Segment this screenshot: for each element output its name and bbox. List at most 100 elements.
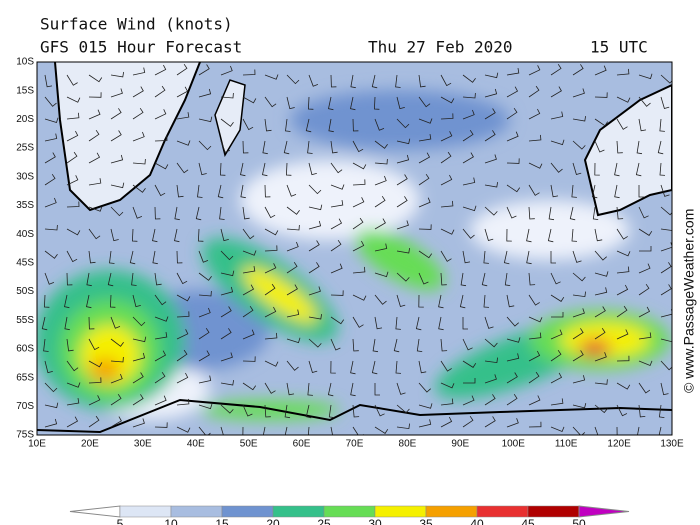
wind-barb	[462, 177, 476, 186]
wind-barb	[220, 250, 234, 261]
wind-barb	[571, 184, 577, 198]
lon-label: 110E	[555, 439, 578, 450]
wind-barb	[374, 316, 383, 330]
wind-barb	[638, 263, 651, 274]
wind-barb	[418, 382, 431, 393]
wind-barb	[484, 338, 498, 348]
wind-barb	[308, 360, 318, 373]
wind-barb	[264, 360, 279, 367]
wind-barb	[396, 404, 410, 414]
wind-barb	[176, 63, 188, 76]
wind-barb	[44, 133, 58, 142]
wind-barb	[152, 228, 158, 243]
wind-barb	[132, 316, 146, 327]
wind-barb	[132, 352, 146, 362]
wind-barb	[352, 118, 359, 132]
wind-barb	[262, 140, 268, 155]
wind-barb	[440, 272, 447, 286]
wind-barb	[462, 415, 474, 428]
wind-barb	[242, 404, 253, 417]
wind-barb	[44, 173, 56, 186]
lat-label: 60S	[16, 344, 34, 355]
wind-barb	[132, 372, 144, 384]
wind-barb	[66, 175, 79, 186]
wind-barb	[350, 360, 356, 375]
wind-barb	[550, 184, 559, 198]
wind-barb	[174, 206, 180, 221]
wind-barb	[572, 116, 586, 122]
wind-barb	[66, 74, 78, 86]
wind-barb	[591, 184, 598, 199]
wind-barb	[308, 286, 321, 296]
wind-barb	[459, 294, 466, 309]
wind-barb	[242, 69, 256, 76]
wind-barb	[418, 96, 431, 108]
wind-barb	[550, 426, 565, 433]
wind-barb	[198, 350, 210, 362]
wind-barb	[176, 86, 189, 98]
wind-barb	[638, 118, 647, 132]
wind-barb	[550, 398, 564, 406]
wind-barb	[308, 240, 320, 252]
wind-barb	[506, 158, 520, 164]
wind-barb	[484, 228, 494, 241]
wind-barb	[572, 64, 584, 76]
wind-barb	[526, 250, 532, 265]
wind-barb	[418, 134, 432, 142]
wind-barb	[550, 329, 563, 340]
wind-barb	[262, 426, 266, 435]
wind-barb	[286, 360, 299, 371]
wind-barb	[462, 228, 475, 239]
wind-barb	[528, 162, 543, 169]
wind-barb	[572, 328, 584, 340]
wind-barb	[506, 228, 512, 242]
colorbar-label: 20	[266, 517, 280, 525]
wind-barb	[198, 140, 212, 151]
wind-barb	[330, 316, 345, 325]
wind-barb	[418, 197, 431, 208]
wind-field	[37, 62, 672, 435]
wind-barb	[547, 228, 554, 243]
wind-barb	[110, 182, 125, 189]
colorbar-label: 45	[521, 517, 535, 525]
wind-barb	[638, 185, 644, 198]
wind-barb	[528, 316, 543, 323]
wind-barb	[88, 152, 101, 164]
wind-barb	[132, 394, 144, 406]
wind-barb	[463, 378, 476, 384]
watermark: © www.PassageWeather.com	[681, 209, 697, 393]
lon-label: 70E	[346, 439, 364, 450]
wind-barb	[66, 382, 81, 388]
wind-barb	[220, 286, 234, 296]
wind-barb	[638, 382, 651, 394]
lon-label: 30E	[134, 439, 152, 450]
wind-barb	[418, 403, 433, 409]
wind-barb	[484, 108, 496, 120]
wind-barb	[396, 196, 408, 208]
wind-barb	[462, 152, 474, 164]
wind-barb	[638, 96, 651, 107]
wind-barb	[176, 349, 188, 362]
wind-barb	[594, 287, 608, 296]
wind-barb	[396, 118, 410, 129]
wind-barb	[131, 272, 137, 286]
wind-barb	[528, 395, 541, 406]
wind-barb	[330, 218, 343, 230]
wind-barb	[550, 139, 565, 146]
wind-barb	[440, 338, 448, 352]
wind-barb	[638, 283, 650, 296]
lat-label: 30S	[16, 171, 34, 182]
wind-barb	[264, 74, 279, 80]
wind-barb	[308, 220, 322, 230]
wind-barb	[154, 422, 168, 428]
wind-barb	[374, 195, 386, 208]
wind-barb	[616, 140, 623, 154]
wind-barb	[418, 360, 427, 374]
wind-barb	[484, 316, 494, 329]
wind-barb	[88, 377, 102, 384]
lat-label: 65S	[16, 372, 34, 383]
wind-barb	[616, 382, 631, 390]
lon-label: 10E	[28, 439, 46, 450]
wind-barb	[438, 316, 444, 331]
